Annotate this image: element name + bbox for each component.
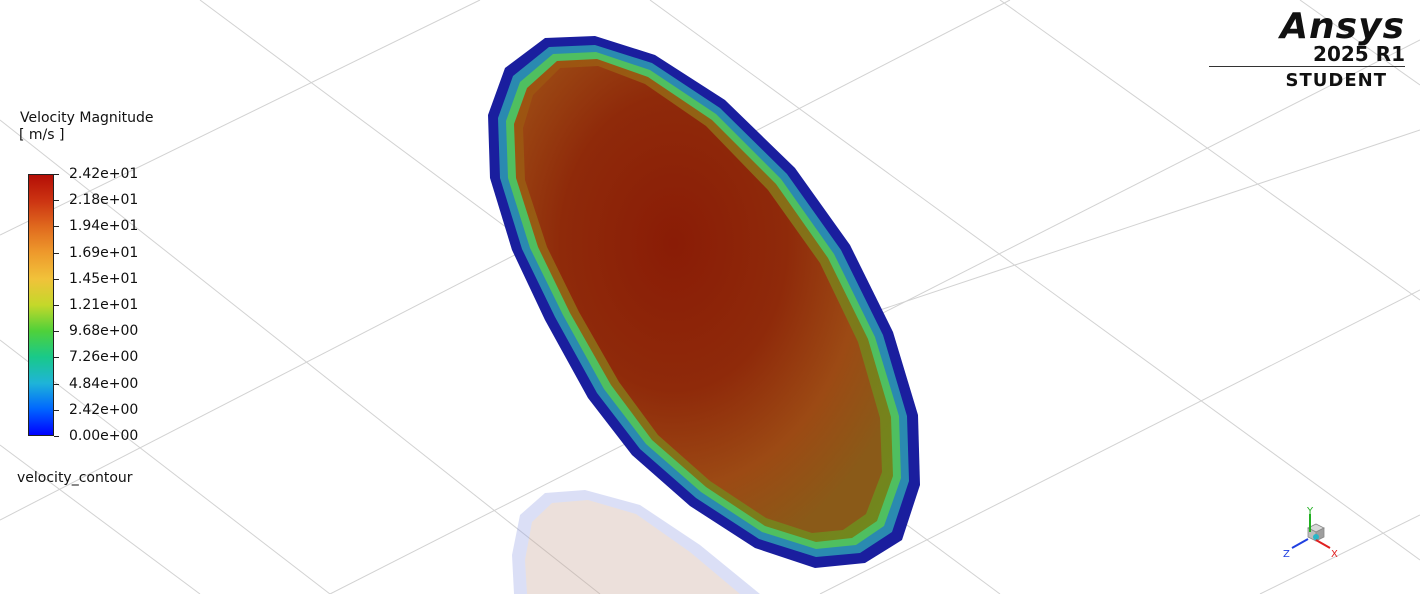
triad-z-axis (1291, 538, 1309, 549)
velocity-contour-section[interactable] (488, 36, 920, 568)
legend-unit: [ m/s ] (19, 127, 65, 143)
legend-tick-label: 0.00e+00 (69, 428, 139, 444)
legend-tick (54, 200, 59, 201)
legend-tick-label: 9.68e+00 (69, 323, 139, 339)
contour-name-label: velocity_contour (17, 470, 133, 486)
axis-triad[interactable]: Y X Z (1278, 506, 1342, 562)
legend-tick (54, 410, 59, 411)
legend-tick-label: 1.21e+01 (69, 297, 139, 313)
legend-tick (54, 279, 59, 280)
legend-tick-label: 2.42e+00 (69, 402, 139, 418)
lower-cross-section (512, 490, 760, 594)
triad-y-label: Y (1306, 506, 1314, 517)
legend-tick-label: 1.69e+01 (69, 245, 139, 261)
legend-title: Velocity Magnitude (20, 110, 154, 126)
triad-x-label: X (1331, 549, 1338, 560)
logo-divider (1209, 66, 1405, 67)
legend-tick (54, 226, 59, 227)
logo-release: 2025 R1 (1313, 42, 1405, 66)
legend-tick (54, 331, 59, 332)
ansys-logo: Ansys 2025 R1 STUDENT (1209, 6, 1405, 92)
legend-tick (54, 384, 59, 385)
legend-tick-label: 2.42e+01 (69, 166, 139, 182)
legend-tick-label: 7.26e+00 (69, 349, 139, 365)
triad-z-label: Z (1283, 549, 1290, 560)
legend-tick (54, 174, 59, 175)
legend-colorbar[interactable] (28, 174, 54, 436)
legend-tick (54, 436, 59, 437)
legend-tick-label: 4.84e+00 (69, 376, 139, 392)
logo-edition: STUDENT (1285, 70, 1387, 91)
legend-tick-label: 2.18e+01 (69, 192, 139, 208)
triad-x-axis (1315, 539, 1331, 549)
legend-tick-label: 1.94e+01 (69, 218, 139, 234)
legend-tick (54, 305, 59, 306)
logo-brand: Ansys (1280, 6, 1405, 47)
legend-tick-label: 1.45e+01 (69, 271, 139, 287)
legend-tick (54, 253, 59, 254)
legend-tick (54, 357, 59, 358)
